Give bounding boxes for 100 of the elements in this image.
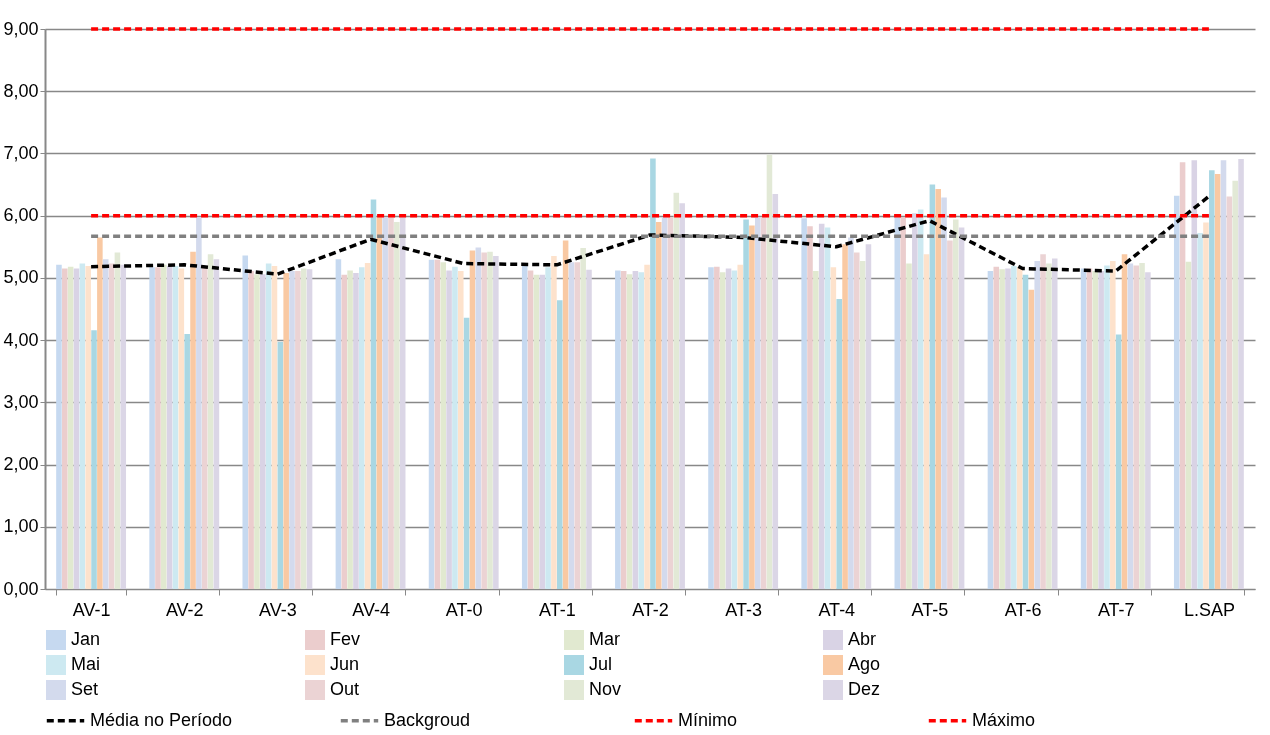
bar	[1214, 173, 1221, 589]
bar	[1232, 180, 1238, 589]
legend-label: Nov	[589, 679, 622, 699]
bar	[923, 254, 930, 589]
legend-label: Abr	[848, 629, 877, 649]
legend-label: Jan	[71, 629, 101, 649]
bar	[1226, 196, 1233, 589]
bar	[1145, 272, 1151, 589]
bar	[62, 268, 68, 589]
bar	[644, 264, 650, 589]
bar	[161, 264, 167, 589]
bar	[551, 256, 557, 589]
bar	[1104, 265, 1110, 589]
bar	[1173, 195, 1180, 589]
bar	[481, 252, 487, 589]
bar	[1046, 263, 1052, 589]
bar	[801, 218, 807, 589]
bar	[1191, 160, 1198, 589]
bar	[993, 266, 1000, 589]
bar	[1203, 222, 1209, 589]
bar	[102, 259, 109, 589]
x-tick-label: AT-4	[818, 599, 856, 620]
bar	[521, 264, 528, 589]
bar	[149, 267, 155, 589]
bar	[364, 262, 371, 589]
bar	[749, 225, 755, 589]
bar	[300, 268, 307, 589]
bar	[1209, 170, 1215, 589]
bar	[166, 266, 173, 589]
bar	[947, 240, 953, 589]
bar	[347, 270, 353, 589]
bar	[714, 266, 720, 589]
bar	[271, 266, 278, 589]
bar	[679, 203, 685, 589]
bar	[487, 251, 493, 589]
bar	[1051, 258, 1058, 589]
legend-label: Dez	[848, 679, 881, 699]
bar	[289, 271, 295, 589]
bar	[539, 274, 546, 589]
bar	[620, 271, 627, 589]
bar	[737, 264, 743, 589]
bar	[1016, 267, 1023, 589]
y-tick-label: 1,00	[3, 516, 39, 537]
x-tick-label: AT-6	[1004, 599, 1042, 620]
bar	[79, 263, 86, 589]
bar	[655, 221, 662, 589]
bar	[1040, 254, 1046, 589]
y-tick-label: 5,00	[3, 267, 39, 288]
x-tick-label: AT-2	[632, 599, 669, 620]
bar	[731, 270, 738, 589]
x-tick-label: AT-5	[911, 599, 949, 620]
bar	[446, 270, 452, 589]
bar	[1185, 261, 1192, 589]
bar	[574, 262, 581, 589]
bar	[248, 271, 254, 589]
bar	[533, 274, 540, 589]
bar	[1127, 263, 1134, 589]
bar	[1197, 233, 1203, 589]
bar	[626, 274, 633, 589]
legend-label: Mínimo	[678, 709, 738, 730]
bar	[91, 330, 97, 589]
x-tick-label: L.SAP	[1183, 599, 1235, 620]
bar	[935, 188, 941, 589]
bar	[725, 268, 732, 589]
legend-label: Jun	[330, 654, 360, 674]
bar	[440, 262, 447, 589]
y-tick-label: 4,00	[3, 329, 39, 350]
y-tick-label: 9,00	[3, 18, 39, 39]
legend-label: Out	[330, 679, 360, 699]
bar	[335, 259, 342, 589]
bar	[1238, 159, 1244, 589]
x-tick-label: AT-3	[725, 599, 762, 620]
bar	[1115, 334, 1122, 589]
bar	[56, 264, 62, 589]
bar	[73, 268, 80, 589]
bar	[207, 254, 214, 589]
bar	[987, 271, 994, 589]
bar	[830, 267, 837, 589]
bar	[650, 158, 656, 589]
bar	[912, 213, 918, 589]
bar	[743, 219, 749, 589]
bar	[283, 272, 289, 589]
bar	[999, 269, 1005, 589]
bar	[842, 244, 848, 589]
bar	[615, 270, 621, 589]
bar	[900, 216, 906, 589]
bar	[853, 252, 860, 589]
legend-label: Backgroud	[384, 709, 471, 730]
bar	[1028, 289, 1035, 589]
x-tick-label: AV-2	[165, 599, 204, 620]
bar	[836, 299, 842, 589]
bar	[190, 251, 196, 589]
bar	[434, 259, 441, 589]
bar	[719, 272, 726, 589]
bar	[906, 263, 912, 589]
bar	[382, 216, 388, 589]
bar	[388, 216, 394, 589]
bar	[580, 248, 586, 589]
y-tick-label: 8,00	[3, 80, 39, 101]
bar	[848, 237, 854, 589]
